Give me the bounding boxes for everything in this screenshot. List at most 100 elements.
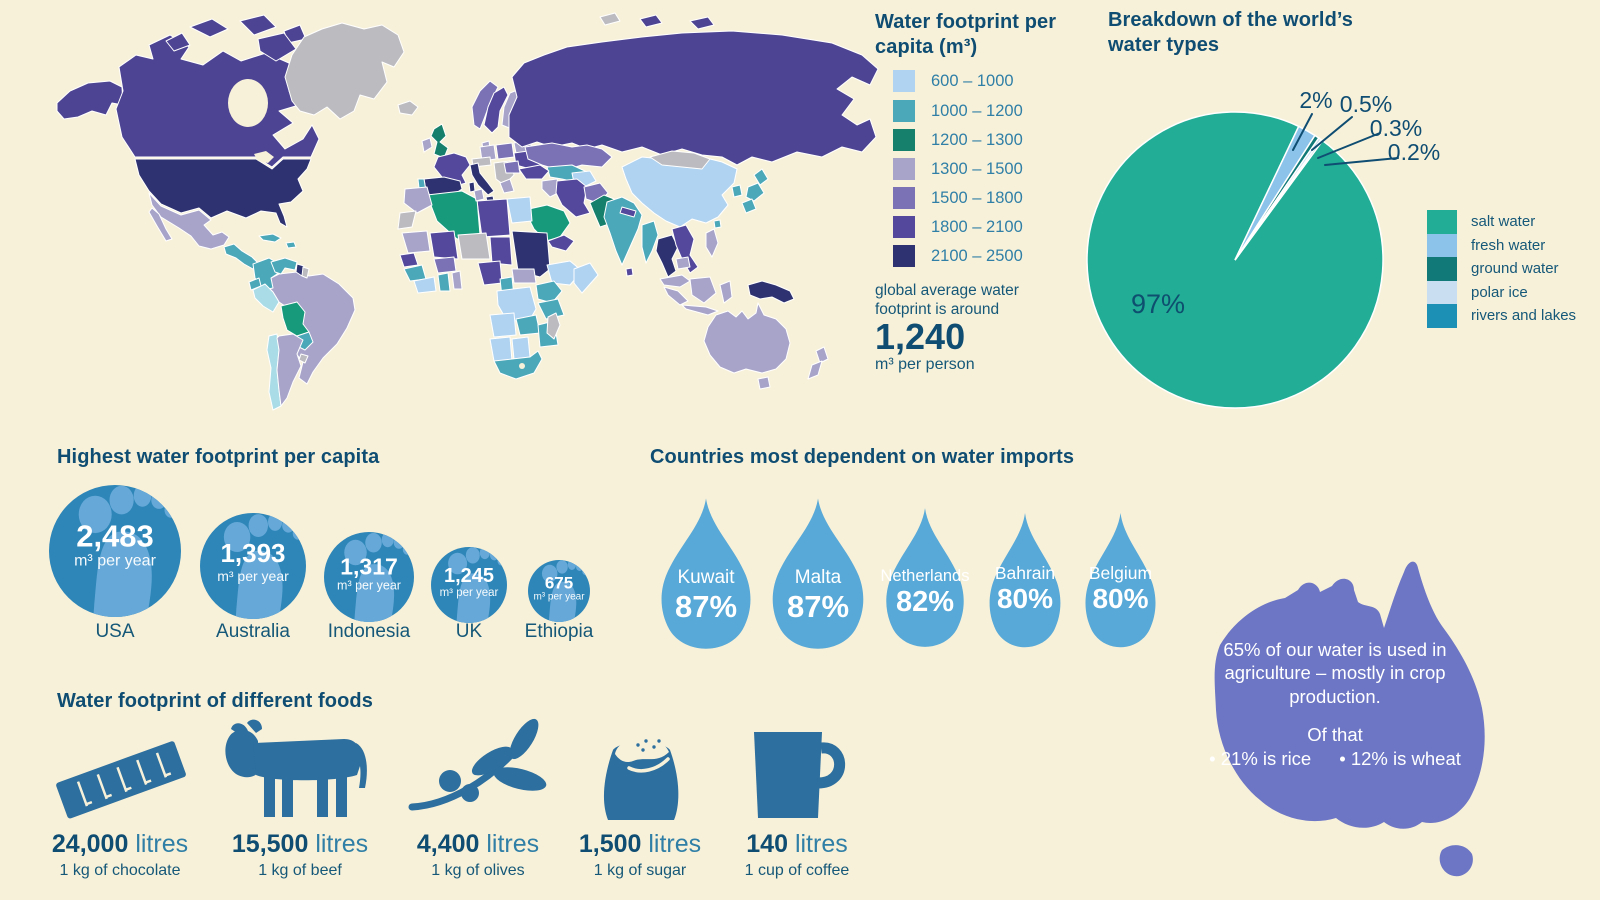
water-drop-icon [772, 498, 864, 649]
water-drop-kuwait: Kuwait 87% [652, 495, 760, 663]
pie-legend-label: ground water [1471, 260, 1559, 278]
food-caption: 1 kg of olives [431, 862, 525, 879]
chocolate-bar-icon [56, 741, 186, 819]
food-caption: 1 kg of sugar [593, 862, 687, 879]
pie-legend-swatch [1427, 280, 1457, 304]
legend-row: 1200 – 1300 [893, 129, 1153, 151]
pie-label-polar: 0.3% [1370, 115, 1422, 141]
callout-line-ground [1311, 116, 1353, 151]
legend-row: 1000 – 1200 [893, 100, 1153, 122]
water-drop-icon [989, 513, 1061, 648]
pie-label-salt: 97% [1131, 289, 1185, 319]
pie-legend-label: fresh water [1471, 236, 1546, 254]
footprint-unit: m³ per year [217, 567, 289, 584]
footprint-value: 1,317 [340, 553, 398, 580]
legend-row: 1300 – 1500 [893, 158, 1153, 180]
food-unit: litres [648, 830, 702, 858]
pie-legend-label: rivers and lakes [1471, 307, 1577, 325]
pie-legend-swatch [1427, 257, 1457, 281]
legend-swatch [893, 245, 915, 267]
footprint-country-label: USA [95, 621, 135, 642]
food-caption: 1 kg of beef [258, 862, 342, 879]
footprint-country-label: Ethiopia [524, 621, 594, 642]
drop-country: Netherlands [880, 567, 970, 585]
pie-chart-title: Breakdown of the world’s water types [1108, 9, 1354, 56]
pie-legend-label: salt water [1471, 213, 1536, 231]
drop-percent: 87% [674, 589, 738, 625]
footprint-country-label: Australia [216, 621, 290, 642]
food-value: 24,000 [51, 830, 129, 858]
legend-row: 1500 – 1800 [893, 187, 1153, 209]
legend-row: 600 – 1000 [893, 70, 1153, 92]
legend-swatch [893, 100, 915, 122]
olive-branch-icon [408, 718, 546, 811]
footprint-section-title: Highest water footprint per capita [57, 446, 380, 468]
food-unit: litres [486, 830, 540, 858]
legend-swatch [893, 158, 915, 180]
food-item-sugar: 1,500 litres 1 kg of sugar [550, 712, 730, 880]
pie-legend-swatch [1427, 304, 1457, 328]
food-unit: litres [135, 830, 189, 858]
drop-percent: 87% [786, 589, 850, 625]
cow-icon [225, 719, 367, 817]
food-unit: litres [794, 830, 848, 858]
footprint-value: 675 [544, 573, 574, 593]
footprint-unit: m³ per year [439, 586, 499, 599]
legend-range-label: 1000 – 1200 [931, 101, 1023, 120]
food-item-coffee: 140 litres 1 cup of coffee [707, 712, 887, 880]
pie-label-ground: 0.5% [1340, 91, 1392, 117]
australia-fact-bullet-wheat: • 12% is wheat [1339, 747, 1461, 769]
global-average-value: 1,240 [875, 316, 966, 357]
pie-legend-row: rivers and lakes [1427, 304, 1576, 328]
footprint-circle-indonesia: 1,317 m³ per year [324, 532, 414, 622]
legend-swatch [893, 216, 915, 238]
footprint-circle-usa: 2,483 m³ per year [49, 485, 181, 617]
food-caption: 1 cup of coffee [744, 862, 850, 879]
australia-fact-bullet-rice: • 21% is rice [1209, 747, 1312, 769]
pie-legend-row: salt water [1427, 210, 1576, 234]
australia-fact-paragraph: 65% of our water is used in agriculture … [1223, 639, 1447, 707]
footprint-circle-ethiopia: 675 m³ per year [528, 560, 590, 622]
food-value: 4,400 [416, 830, 480, 858]
foods-section-title: Water footprint of different foods [57, 690, 373, 712]
drop-percent: 80% [1092, 582, 1149, 614]
legend-range-label: 1500 – 1800 [931, 188, 1023, 207]
australia-fact-subheading: Of that [1307, 724, 1363, 746]
legend-range-label: 1200 – 1300 [931, 130, 1023, 149]
pie-legend-row: ground water [1427, 257, 1576, 281]
drop-percent: 80% [996, 582, 1054, 614]
footprint-circle-australia: 1,393 m³ per year [200, 513, 306, 619]
pie-legend: salt water fresh water ground water pola… [1427, 210, 1576, 328]
pie-legend-swatch [1427, 210, 1457, 234]
water-drop-icon [1085, 513, 1156, 648]
footprint-value: 2,483 [76, 518, 154, 554]
legend-range-label: 600 – 1000 [931, 71, 1014, 90]
legend-range-label: 2100 – 2500 [931, 246, 1023, 265]
drop-country: Kuwait [677, 567, 735, 589]
food-item-beef: 15,500 litres 1 kg of beef [210, 712, 390, 880]
water-drop-bahrain: Bahrain 80% [982, 510, 1068, 660]
pie-chart: 2% 0.5% 0.3% 0.2% 97% [1086, 87, 1440, 409]
world-map [56, 12, 879, 411]
drop-country: Belgium [1088, 562, 1153, 583]
food-value: 15,500 [231, 830, 309, 858]
coffee-mug-icon [754, 732, 846, 818]
pie-legend-row: polar ice [1427, 280, 1576, 304]
global-average-note: global average water footprint is around [875, 282, 1019, 319]
callout-line-polar [1317, 132, 1381, 159]
water-drop-malta: Malta 87% [763, 495, 873, 663]
drop-country: Bahrain [994, 562, 1056, 583]
footprint-value: 1,393 [220, 538, 286, 569]
drop-percent: 82% [895, 585, 955, 618]
footprint-unit: m³ per year [337, 578, 401, 593]
legend-range-label: 1300 – 1500 [931, 159, 1023, 178]
food-caption: 1 kg of chocolate [59, 862, 181, 879]
imports-section-title: Countries most dependent on water import… [650, 446, 1075, 468]
food-value: 140 [746, 830, 788, 858]
footprint-unit: m³ per year [74, 552, 156, 570]
legend-range-label: 1800 – 2100 [931, 217, 1023, 236]
legend-row: 2100 – 2500 [893, 245, 1153, 267]
legend-swatch [893, 129, 915, 151]
legend-swatch [893, 187, 915, 209]
